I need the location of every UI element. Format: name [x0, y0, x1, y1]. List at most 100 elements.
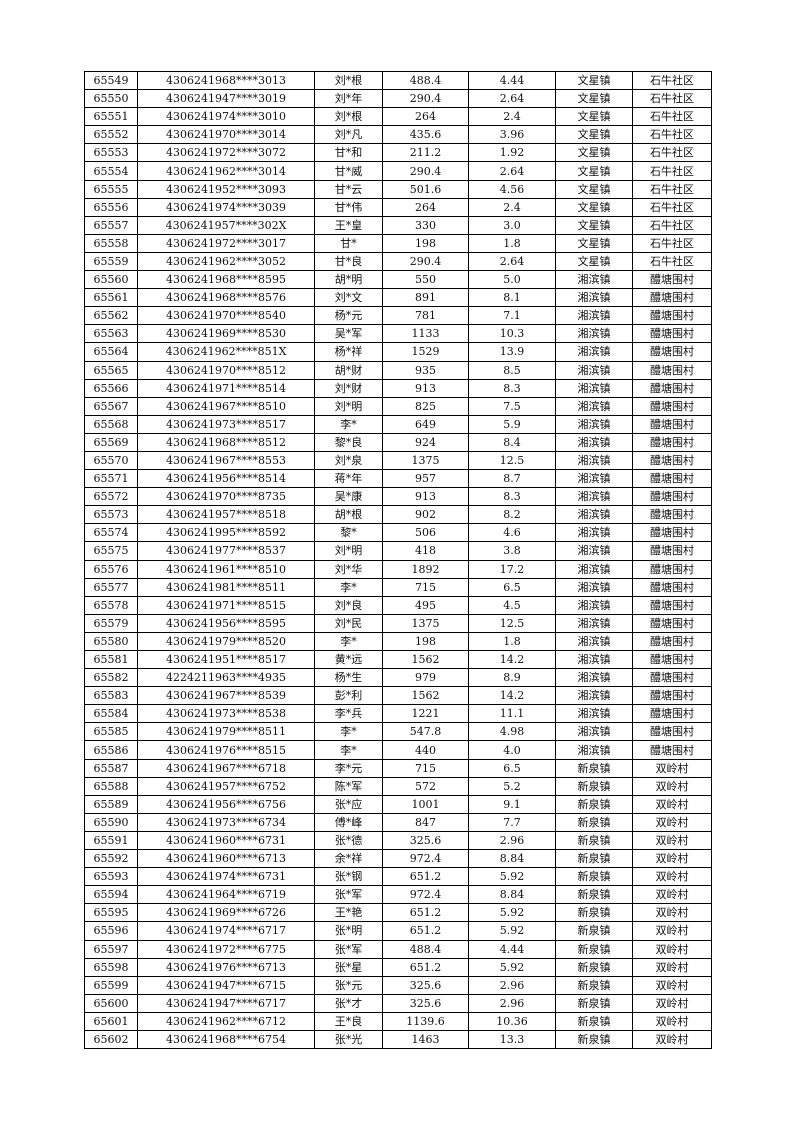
- row-number-cell: 65570: [84, 450, 138, 471]
- village-cell: 醴塘围村: [632, 342, 712, 362]
- row-number-cell: 65563: [84, 324, 138, 344]
- amount-cell: 550: [382, 270, 469, 290]
- id-number-cell: 4306241974****6717: [137, 921, 315, 941]
- village-cell: 醴塘围村: [632, 668, 712, 688]
- amount-cell: 651.2: [382, 903, 469, 923]
- row-number-cell: 65600: [84, 993, 138, 1013]
- area-cell: 4.44: [468, 70, 556, 91]
- village-cell: 双岭村: [632, 758, 712, 778]
- area-cell: 8.4: [468, 432, 556, 452]
- table-row: 65550 4306241947****3019 刘*年 290.4 2.64 文星镇 石牛…: [84, 89, 712, 109]
- area-cell: 8.7: [468, 469, 556, 489]
- amount-cell: 290.4: [382, 251, 469, 272]
- id-number-cell: 4306241967****8539: [137, 686, 315, 706]
- amount-cell: 488.4: [382, 939, 469, 959]
- name-cell: 甘*威: [314, 161, 383, 181]
- id-number-cell: 4306241979****8520: [137, 631, 315, 652]
- name-cell: 杨*元: [314, 306, 383, 326]
- town-cell: 湘滨镇: [555, 342, 633, 362]
- row-number-cell: 65565: [84, 360, 138, 380]
- id-number-cell: 4306241972****6775: [137, 939, 315, 959]
- area-cell: 8.1: [468, 288, 556, 308]
- village-cell: 醴塘围村: [632, 360, 712, 380]
- area-cell: 8.5: [468, 360, 556, 380]
- id-number-cell: 4306241973****8538: [137, 704, 315, 724]
- row-number-cell: 65558: [84, 233, 138, 253]
- table-row: 65578 4306241971****8515 刘*良 495 4.5 湘滨镇 醴塘围村: [84, 595, 712, 615]
- table-row: 65594 4306241964****6719 张*军 972.4 8.84 新泉镇 双岭…: [84, 885, 712, 905]
- id-number-cell: 4306241981****8511: [137, 577, 315, 597]
- village-cell: 双岭村: [632, 993, 712, 1013]
- row-number-cell: 65596: [84, 921, 138, 941]
- id-number-cell: 4306241970****8735: [137, 487, 315, 507]
- town-cell: 湘滨镇: [555, 306, 633, 326]
- row-number-cell: 65554: [84, 161, 138, 181]
- id-number-cell: 4306241973****6734: [137, 812, 315, 832]
- row-number-cell: 65573: [84, 505, 138, 525]
- amount-cell: 1892: [382, 559, 469, 579]
- amount-cell: 506: [382, 523, 469, 543]
- area-cell: 9.1: [468, 794, 556, 814]
- amount-cell: 488.4: [382, 70, 469, 91]
- id-number-cell: 4306241967****8553: [137, 450, 315, 471]
- village-cell: 醴塘围村: [632, 541, 712, 561]
- village-cell: 石牛社区: [632, 179, 712, 199]
- town-cell: 湘滨镇: [555, 559, 633, 579]
- town-cell: 湘滨镇: [555, 668, 633, 688]
- area-cell: 2.4: [468, 107, 556, 127]
- town-cell: 新泉镇: [555, 975, 633, 995]
- village-cell: 醴塘围村: [632, 324, 712, 344]
- id-number-cell: 4306241951****8517: [137, 649, 315, 670]
- village-cell: 石牛社区: [632, 143, 712, 163]
- table-row: 65599 4306241947****6715 张*元 325.6 2.96 新泉镇 双岭…: [84, 975, 712, 995]
- table-row: 65602 4306241968****6754 张*光 1463 13.3 新泉镇 双岭村: [84, 1029, 712, 1050]
- row-number-cell: 65559: [84, 251, 138, 272]
- table-row: 65585 4306241979****8511 李* 547.8 4.98 湘滨镇 醴塘围…: [84, 722, 712, 742]
- table-row: 65562 4306241970****8540 杨*元 781 7.1 湘滨镇 醴塘围村: [84, 306, 712, 326]
- amount-cell: 501.6: [382, 179, 469, 199]
- name-cell: 张*军: [314, 885, 383, 905]
- id-number-cell: 4306241960****6731: [137, 830, 315, 851]
- village-cell: 双岭村: [632, 1029, 712, 1050]
- village-cell: 双岭村: [632, 921, 712, 941]
- area-cell: 4.98: [468, 722, 556, 742]
- amount-cell: 1562: [382, 649, 469, 670]
- id-number-cell: 4306241972****3017: [137, 233, 315, 253]
- area-cell: 13.9: [468, 342, 556, 362]
- name-cell: 张*光: [314, 1029, 383, 1050]
- row-number-cell: 65574: [84, 523, 138, 543]
- town-cell: 湘滨镇: [555, 414, 633, 434]
- village-cell: 醴塘围村: [632, 686, 712, 706]
- row-number-cell: 65562: [84, 306, 138, 326]
- area-cell: 10.36: [468, 1011, 556, 1031]
- table-row: 65593 4306241974****6731 张*钢 651.2 5.92 新泉镇 双岭…: [84, 867, 712, 887]
- id-number-cell: 4306241968****6754: [137, 1029, 315, 1050]
- amount-cell: 715: [382, 758, 469, 778]
- area-cell: 17.2: [468, 559, 556, 579]
- name-cell: 余*祥: [314, 849, 383, 869]
- row-number-cell: 65551: [84, 107, 138, 127]
- area-cell: 8.9: [468, 668, 556, 688]
- village-cell: 醴塘围村: [632, 414, 712, 434]
- row-number-cell: 65567: [84, 396, 138, 416]
- village-cell: 双岭村: [632, 849, 712, 869]
- row-number-cell: 65568: [84, 414, 138, 434]
- table-row: 65571 4306241956****8514 蒋*年 957 8.7 湘滨镇 醴塘围村: [84, 469, 712, 489]
- row-number-cell: 65601: [84, 1011, 138, 1031]
- table-body: 65549 4306241968****3013 刘*根 488.4 4.44 文星镇 石牛…: [84, 70, 712, 1050]
- id-number-cell: 4306241974****6731: [137, 867, 315, 887]
- row-number-cell: 65592: [84, 849, 138, 869]
- id-number-cell: 4306241973****8517: [137, 414, 315, 434]
- amount-cell: 1221: [382, 704, 469, 724]
- id-number-cell: 4306241967****6718: [137, 758, 315, 778]
- amount-cell: 290.4: [382, 89, 469, 109]
- table-row: 65573 4306241957****8518 胡*根 902 8.2 湘滨镇 醴塘围村: [84, 505, 712, 525]
- row-number-cell: 65569: [84, 432, 138, 452]
- row-number-cell: 65589: [84, 794, 138, 814]
- area-cell: 10.3: [468, 324, 556, 344]
- town-cell: 湘滨镇: [555, 270, 633, 290]
- town-cell: 新泉镇: [555, 794, 633, 814]
- name-cell: 黎*: [314, 523, 383, 543]
- town-cell: 新泉镇: [555, 885, 633, 905]
- id-number-cell: 4306241968****8595: [137, 270, 315, 290]
